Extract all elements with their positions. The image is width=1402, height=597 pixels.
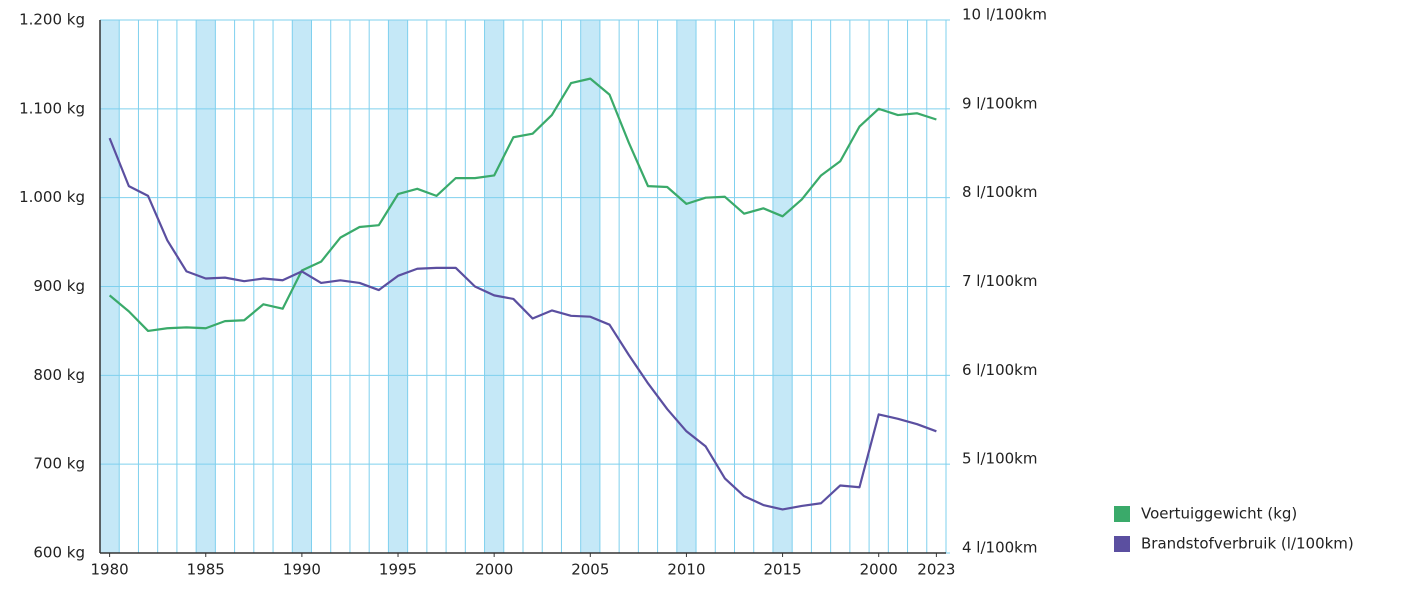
y-tick-label: 1.200 kg xyxy=(19,11,85,29)
series-line xyxy=(108,77,937,333)
y2-tick-label: 4 l/100km xyxy=(962,539,1037,557)
legend-label: Voertuiggewicht (kg) xyxy=(1141,505,1297,523)
x-tick-label: 2010 xyxy=(667,561,705,579)
y2-tick-label: 9 l/100km xyxy=(962,94,1037,112)
x-tick-label: 1990 xyxy=(283,561,321,579)
y-tick-label: 800 kg xyxy=(33,366,85,384)
x-tick-label: 2023 xyxy=(917,561,955,579)
y-tick-label: 700 kg xyxy=(33,455,85,473)
x-tick-label: 1980 xyxy=(91,561,129,579)
legend-swatch xyxy=(1114,536,1130,552)
y-tick-label: 900 kg xyxy=(33,277,85,295)
x-tick-label: 1985 xyxy=(187,561,225,579)
y2-tick-label: 8 l/100km xyxy=(962,183,1037,201)
y-tick-label: 600 kg xyxy=(33,544,85,562)
series-line xyxy=(108,137,937,511)
x-tick-label: 2000 xyxy=(475,561,513,579)
x-tick-label: 2005 xyxy=(571,561,609,579)
y2-tick-label: 10 l/100km xyxy=(962,6,1047,24)
x-tick-label: 2015 xyxy=(763,561,801,579)
legend-label: Brandstofverbruik (l/100km) xyxy=(1141,535,1354,553)
y-tick-label: 1.000 kg xyxy=(19,188,85,206)
x-tick-label: 2000 xyxy=(860,561,898,579)
y2-tick-label: 7 l/100km xyxy=(962,272,1037,290)
y2-tick-label: 6 l/100km xyxy=(962,361,1037,379)
legend-swatch xyxy=(1114,506,1130,522)
y2-tick-label: 5 l/100km xyxy=(962,450,1037,468)
y-tick-label: 1.100 kg xyxy=(19,99,85,117)
x-tick-label: 1995 xyxy=(379,561,417,579)
